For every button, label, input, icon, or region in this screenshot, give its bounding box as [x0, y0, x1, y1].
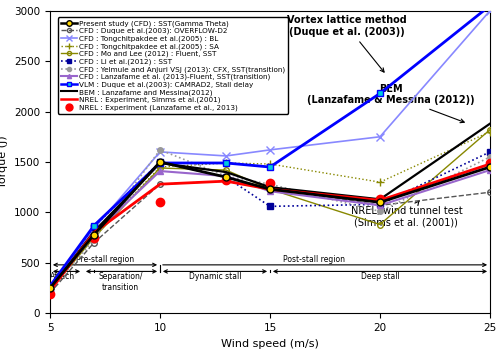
Text: Dynamic stall: Dynamic stall: [189, 272, 241, 281]
X-axis label: Wind speed (m/s): Wind speed (m/s): [221, 339, 319, 349]
Y-axis label: Torque (J): Torque (J): [0, 136, 8, 188]
Text: NREL, wind tunnel test
(Simms et al. (2001)): NREL, wind tunnel test (Simms et al. (20…: [350, 201, 463, 227]
Text: BEM
(Lanzafame & Messina (2012)): BEM (Lanzafame & Messina (2012)): [307, 84, 475, 123]
Text: Attach: Attach: [50, 272, 75, 281]
Legend: Present study (CFD) : SST(Gamma Theta), CFD : Duque et al.(2003): OVERFLOW-D2, C: Present study (CFD) : SST(Gamma Theta), …: [58, 17, 288, 114]
Text: Post-stall region: Post-stall region: [283, 255, 345, 264]
Text: Deep stall: Deep stall: [360, 272, 400, 281]
Text: Separation/
transition: Separation/ transition: [98, 272, 142, 292]
Text: Vortex lattice method
(Duque et al. (2003)): Vortex lattice method (Duque et al. (200…: [287, 15, 407, 72]
Text: Pre-stall region: Pre-stall region: [76, 255, 134, 264]
